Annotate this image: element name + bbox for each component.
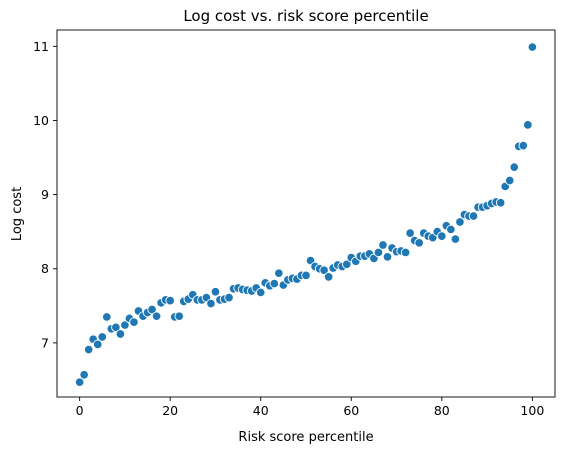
data-point (437, 231, 447, 241)
data-point (527, 42, 538, 52)
data-point (323, 272, 334, 282)
data-point (468, 211, 479, 221)
y-tick-label: 8 (41, 261, 49, 276)
y-tick-label: 10 (33, 113, 49, 128)
data-point (373, 247, 384, 258)
data-point (111, 322, 121, 333)
data-point (405, 228, 415, 238)
data-point (120, 320, 130, 330)
x-tick-label: 20 (162, 403, 178, 418)
data-point (382, 252, 393, 262)
data-point (301, 270, 311, 281)
x-tick-label: 0 (76, 403, 84, 418)
data-point (342, 259, 352, 270)
data-point (151, 311, 162, 321)
y-tick-label: 11 (33, 39, 49, 54)
data-point (523, 120, 533, 130)
data-point (509, 162, 520, 172)
data-point (97, 332, 108, 342)
data-point (83, 344, 94, 355)
data-point (224, 292, 234, 303)
data-point (269, 278, 280, 289)
chart-title: Log cost vs. risk score percentile (183, 7, 428, 25)
data-point (274, 268, 284, 278)
x-tick-label: 100 (520, 403, 544, 418)
data-point (147, 304, 157, 315)
data-point (518, 140, 529, 151)
data-point (206, 298, 216, 309)
plot-area (57, 30, 555, 397)
data-point (446, 224, 456, 235)
x-tick-label: 80 (434, 403, 450, 418)
data-point (414, 238, 424, 248)
data-point (92, 339, 103, 350)
data-point (504, 175, 515, 186)
data-point (378, 240, 388, 250)
data-point (129, 317, 139, 327)
data-point (174, 311, 184, 321)
y-tick-label: 9 (41, 187, 49, 202)
x-tick-label: 60 (343, 403, 359, 418)
data-point (495, 197, 506, 208)
data-point (79, 370, 89, 380)
data-point (319, 265, 329, 275)
x-tick-label: 40 (253, 403, 269, 418)
x-axis-label: Risk score percentile (238, 430, 373, 445)
plot-frame (56, 29, 556, 398)
y-axis-label: Log cost (10, 187, 25, 241)
y-tick-label: 7 (41, 335, 49, 350)
axes: 0 20 40 60 80 100 7 8 9 10 11 (33, 29, 556, 418)
data-point (115, 329, 126, 339)
data-point (74, 377, 85, 387)
plot-background (57, 30, 555, 397)
data-point (255, 287, 266, 298)
data-points (74, 42, 538, 387)
data-point (210, 286, 221, 297)
data-point (165, 295, 175, 306)
data-point (450, 234, 461, 244)
data-point (455, 217, 465, 227)
data-point (102, 312, 112, 322)
data-point (400, 247, 411, 258)
